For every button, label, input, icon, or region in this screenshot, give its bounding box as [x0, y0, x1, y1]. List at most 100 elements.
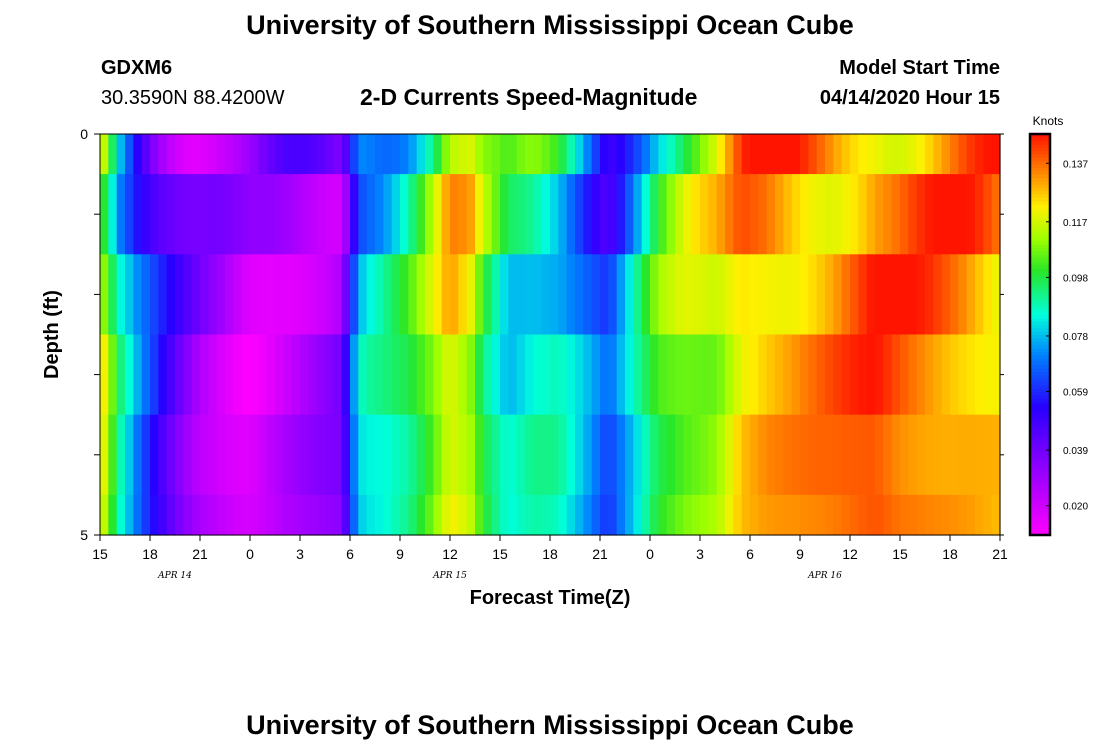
heatmap-cell	[416, 174, 426, 255]
heatmap-cell	[475, 494, 484, 536]
heatmap-cell	[233, 174, 243, 255]
heatmap-cell	[591, 254, 601, 336]
heatmap-cell	[758, 134, 768, 175]
heatmap-cell	[183, 414, 193, 496]
heatmap-cell	[908, 494, 918, 536]
heatmap-cell	[766, 334, 776, 416]
heatmap-cell	[466, 134, 476, 175]
heatmap-cell	[658, 494, 668, 536]
heatmap-cell	[516, 494, 526, 536]
heatmap-cell	[691, 134, 701, 175]
heatmap-cell	[866, 334, 876, 416]
heatmap-cell	[675, 494, 684, 536]
heatmap-cell	[875, 494, 884, 536]
heatmap-cell	[733, 414, 743, 496]
heatmap-cell	[933, 174, 943, 255]
heatmap-cell	[325, 134, 334, 175]
heatmap-cell	[700, 254, 709, 336]
heatmap-cell	[933, 414, 943, 496]
heatmap-cell	[175, 174, 184, 255]
heatmap-cell	[683, 174, 693, 255]
heatmap-cell	[508, 254, 518, 336]
heatmap-cell	[941, 494, 951, 536]
heatmap-cell	[158, 414, 168, 496]
heatmap-cell	[466, 334, 476, 416]
heatmap-cell	[241, 334, 251, 416]
heatmap-cell	[108, 414, 118, 496]
x-tick-label: 0	[646, 546, 654, 562]
heatmap-cell	[858, 174, 868, 255]
heatmap-cell	[800, 334, 809, 416]
heatmap-cell	[866, 494, 876, 536]
heatmap-cell	[283, 494, 293, 536]
colorbar-segment	[1030, 134, 1050, 138]
heatmap-cell	[258, 494, 268, 536]
heatmap-cell	[725, 134, 734, 175]
heatmap-cell	[591, 174, 601, 255]
x-axis-title: Forecast Time(Z)	[470, 587, 631, 609]
heatmap-cell	[958, 134, 968, 175]
colorbar-segment	[1030, 391, 1050, 396]
heatmap-cell	[191, 414, 201, 496]
x-tick-label: 12	[842, 546, 858, 562]
heatmap-cell	[883, 174, 893, 255]
heatmap-cell	[475, 334, 484, 416]
heatmap-cell	[958, 414, 968, 496]
heatmap-cell	[991, 414, 1001, 496]
heatmap-cell	[833, 134, 843, 175]
heatmap-cell	[741, 174, 751, 255]
colorbar-segment	[1030, 354, 1050, 359]
heatmap-cell	[225, 334, 234, 416]
heatmap-cell	[516, 174, 526, 255]
colorbar-segment	[1030, 521, 1050, 526]
heatmap-cell	[641, 494, 651, 536]
heatmap-cell	[716, 174, 726, 255]
heatmap-cell	[400, 334, 409, 416]
heatmap-cell	[775, 494, 784, 536]
heatmap-cell	[741, 134, 751, 175]
heatmap-cell	[200, 134, 209, 175]
heatmap-cell	[683, 334, 693, 416]
heatmap-cell	[550, 134, 559, 175]
heatmap-cell	[175, 134, 184, 175]
heatmap-cell	[125, 254, 134, 336]
heatmap-cell	[308, 134, 318, 175]
heatmap-cell	[850, 174, 859, 255]
footer-title: University of Southern Mississippi Ocean…	[246, 710, 854, 740]
heatmap-cell	[491, 174, 501, 255]
heatmap-cell	[516, 414, 526, 496]
heatmap-cell	[341, 174, 351, 255]
heatmap-cell	[825, 254, 834, 336]
colorbar-segment	[1030, 418, 1050, 422]
heatmap-cell	[291, 134, 301, 175]
colorbar-segment	[1030, 471, 1050, 476]
heatmap-cell	[533, 134, 543, 175]
heatmap-cell	[116, 174, 126, 255]
heatmap-cell	[591, 414, 601, 496]
heatmap-cell	[666, 494, 676, 536]
heatmap-cell	[691, 254, 701, 336]
heatmap-cell	[583, 414, 593, 496]
colorbar-segment	[1030, 294, 1050, 299]
heatmap-cell	[300, 334, 309, 416]
heatmap-cell	[766, 134, 776, 175]
heatmap-cell	[775, 174, 784, 255]
heatmap-cell	[450, 494, 459, 536]
heatmap-cell	[566, 414, 576, 496]
heatmap-cell	[583, 134, 593, 175]
heatmap-cell	[258, 134, 268, 175]
heatmap-cell	[441, 134, 451, 175]
heatmap-cell	[400, 254, 409, 336]
x-tick-label: 18	[542, 546, 558, 562]
heatmap-cell	[733, 334, 743, 416]
heatmap-cell	[750, 134, 759, 175]
heatmap-cell	[400, 134, 409, 175]
heatmap-cell	[875, 254, 884, 336]
heatmap-cell	[900, 334, 909, 416]
colorbar-segment	[1030, 150, 1050, 155]
heatmap-cell	[583, 174, 593, 255]
colorbar-segment	[1030, 247, 1050, 252]
heatmap-cell	[841, 494, 851, 536]
heatmap-cell	[650, 254, 659, 336]
heatmap-cell	[500, 414, 509, 496]
